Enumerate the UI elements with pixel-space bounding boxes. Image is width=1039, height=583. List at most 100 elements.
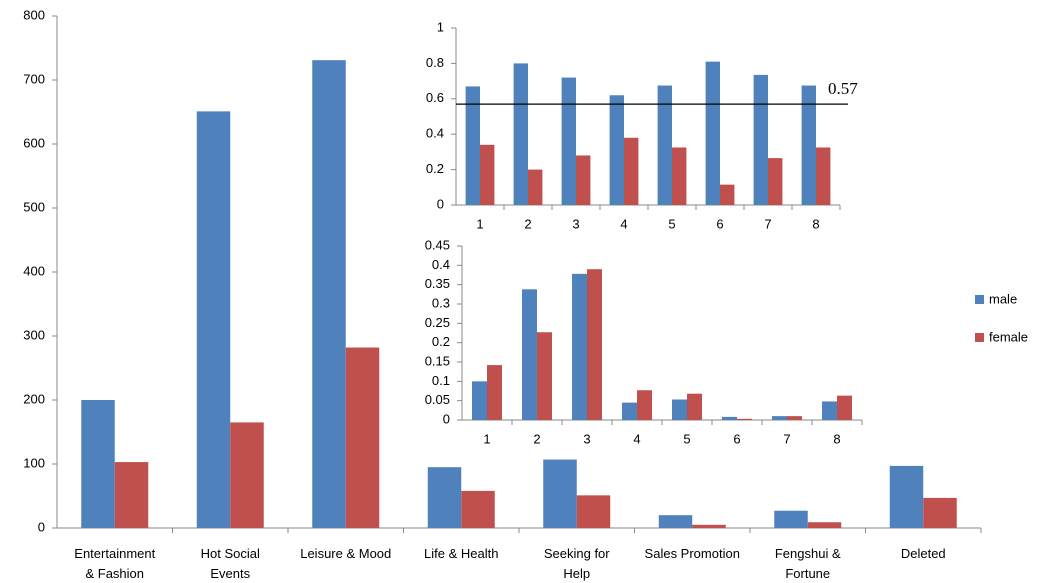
legend-label: female bbox=[989, 329, 1028, 344]
legend-swatch bbox=[975, 333, 984, 342]
bar bbox=[658, 515, 693, 528]
x-tick-label: 6 bbox=[733, 431, 740, 446]
x-tick-label: Sales Promotion bbox=[644, 546, 740, 561]
y-tick-label: 700 bbox=[23, 71, 45, 86]
bar bbox=[807, 522, 842, 528]
x-tick-label: 4 bbox=[633, 431, 640, 446]
y-tick-label: 600 bbox=[23, 135, 45, 150]
y-tick-label: 0 bbox=[437, 196, 444, 211]
bar bbox=[801, 85, 816, 205]
bar bbox=[114, 462, 149, 528]
x-tick-label: 5 bbox=[683, 431, 690, 446]
x-tick-label: 3 bbox=[583, 431, 590, 446]
bar bbox=[923, 497, 957, 528]
x-tick-label: 3 bbox=[572, 216, 579, 231]
y-tick-label: 0.15 bbox=[425, 353, 450, 368]
y-tick-label: 0.2 bbox=[426, 161, 444, 176]
bar bbox=[513, 63, 528, 206]
x-tick-label: Seeking for Help bbox=[543, 546, 610, 581]
bar bbox=[522, 289, 537, 420]
y-tick-label: 0.35 bbox=[425, 276, 450, 291]
bar bbox=[427, 467, 462, 528]
bar bbox=[692, 524, 726, 528]
x-tick-label: Deleted bbox=[900, 546, 946, 561]
bar bbox=[657, 85, 672, 205]
bar bbox=[687, 393, 702, 420]
y-tick-label: 0.05 bbox=[425, 392, 450, 407]
y-tick-label: 0.45 bbox=[425, 237, 450, 252]
bar bbox=[480, 144, 495, 205]
bar bbox=[624, 137, 639, 205]
x-tick-label: 8 bbox=[833, 431, 840, 446]
bar bbox=[81, 400, 115, 528]
y-tick-label: 0.2 bbox=[432, 334, 450, 349]
bar bbox=[720, 184, 735, 205]
x-tick-label: 1 bbox=[476, 216, 483, 231]
x-tick-label: 4 bbox=[620, 216, 627, 231]
x-tick-label: 1 bbox=[483, 431, 490, 446]
x-tick-label: Fengshui & Fortune bbox=[774, 546, 841, 581]
y-tick-label: 500 bbox=[23, 199, 45, 214]
y-tick-label: 0.4 bbox=[426, 126, 444, 141]
bar bbox=[672, 399, 687, 420]
y-tick-label: 0 bbox=[443, 411, 450, 426]
bar bbox=[816, 147, 831, 205]
y-tick-label: 0 bbox=[38, 519, 45, 534]
bar bbox=[465, 86, 480, 205]
bar bbox=[345, 347, 380, 528]
bar bbox=[705, 61, 720, 205]
x-tick-label: 2 bbox=[524, 216, 531, 231]
bar bbox=[461, 490, 495, 528]
x-tick-label: 2 bbox=[533, 431, 540, 446]
bar bbox=[537, 332, 552, 420]
y-tick-label: 0.4 bbox=[432, 257, 450, 272]
bar bbox=[822, 401, 837, 420]
reference-label: 0.57 bbox=[828, 79, 858, 98]
y-tick-label: 100 bbox=[23, 455, 45, 470]
x-tick-label: 5 bbox=[668, 216, 675, 231]
bar bbox=[768, 158, 783, 205]
y-tick-label: 0.25 bbox=[425, 315, 450, 330]
bar bbox=[312, 60, 346, 528]
x-tick-label: 8 bbox=[812, 216, 819, 231]
bar bbox=[609, 95, 624, 205]
bar bbox=[528, 169, 543, 205]
bar bbox=[587, 269, 602, 420]
bar bbox=[772, 416, 787, 420]
x-tick-label: Life & Health bbox=[424, 546, 499, 561]
bar bbox=[837, 395, 852, 420]
bar bbox=[722, 416, 737, 420]
legend-swatch bbox=[975, 295, 984, 304]
x-tick-label: Entertainment & Fashion bbox=[74, 546, 156, 581]
y-tick-label: 300 bbox=[23, 327, 45, 342]
bar bbox=[196, 111, 231, 529]
y-tick-label: 400 bbox=[23, 263, 45, 278]
y-tick-label: 200 bbox=[23, 391, 45, 406]
y-tick-label: 1 bbox=[437, 19, 444, 34]
legend-label: male bbox=[989, 291, 1017, 306]
bar bbox=[622, 402, 637, 420]
bar bbox=[753, 74, 768, 205]
x-tick-label: Leisure & Mood bbox=[300, 546, 392, 561]
bar bbox=[787, 416, 802, 420]
bar bbox=[737, 418, 752, 420]
bar bbox=[637, 390, 652, 420]
x-tick-label: 6 bbox=[716, 216, 723, 231]
x-tick-label: 7 bbox=[764, 216, 771, 231]
bar bbox=[543, 459, 577, 528]
bar bbox=[230, 422, 264, 528]
bar bbox=[572, 273, 587, 420]
bar bbox=[487, 365, 502, 420]
bar bbox=[774, 510, 808, 528]
bar bbox=[472, 381, 487, 420]
y-tick-label: 0.3 bbox=[432, 295, 450, 310]
x-tick-label: 7 bbox=[783, 431, 790, 446]
bar bbox=[576, 495, 611, 528]
bar bbox=[576, 155, 591, 205]
y-tick-label: 800 bbox=[23, 7, 45, 22]
y-tick-label: 0.8 bbox=[426, 55, 444, 70]
y-tick-label: 0.6 bbox=[426, 90, 444, 105]
bar bbox=[672, 147, 687, 205]
